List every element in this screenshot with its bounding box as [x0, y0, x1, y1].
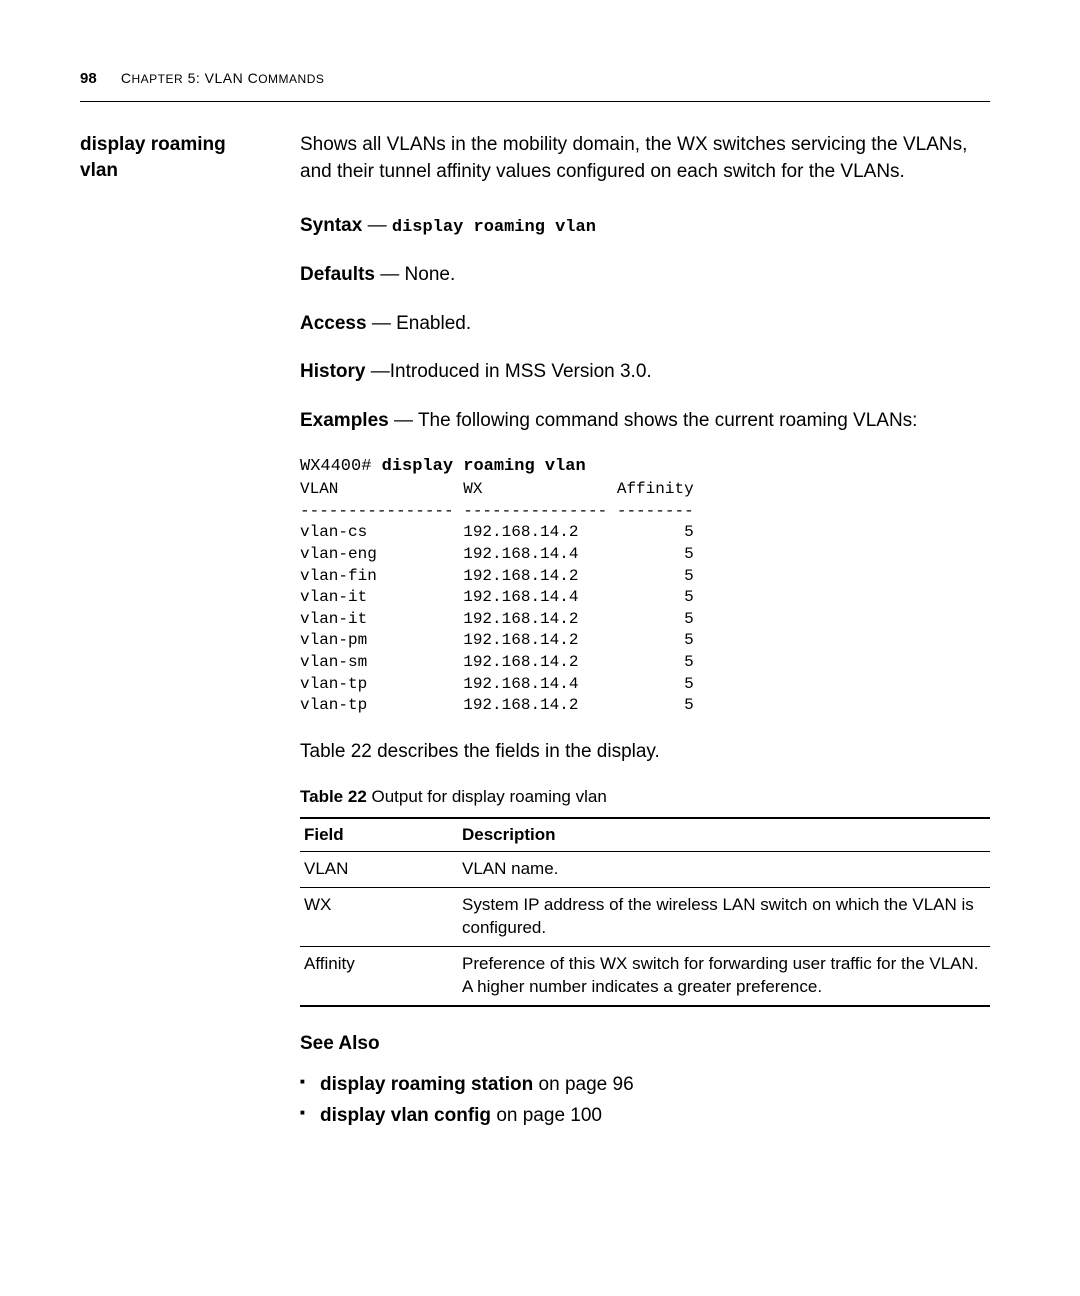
command-output: WX4400# display roaming vlan VLAN WX Aff…	[300, 456, 990, 716]
see-also-rest: on page 96	[533, 1074, 633, 1095]
access-label: Access	[300, 313, 367, 334]
examples-text: — The following command shows the curren…	[389, 410, 918, 431]
see-also-link[interactable]: display vlan config	[320, 1105, 491, 1126]
defaults-label: Defaults	[300, 264, 375, 285]
chapter-prefix: C	[121, 70, 132, 86]
table-caption: Table 22 Output for display roaming vlan	[300, 787, 990, 807]
section-title-line2: vlan	[80, 160, 118, 181]
header-divider	[80, 101, 990, 102]
intro-paragraph: Shows all VLANs in the mobility domain, …	[300, 132, 990, 185]
section-title-line1: display roaming	[80, 134, 226, 155]
defaults-line: Defaults — None.	[300, 262, 990, 289]
cmd-prompt: WX4400#	[300, 457, 382, 476]
chapter-label: CHAPTER 5: VLAN COMMANDS	[121, 70, 325, 86]
output-table: Field Description VLAN VLAN name. WX Sys…	[300, 817, 990, 1007]
table-row: VLAN VLAN name.	[300, 852, 990, 888]
table-cell-field: Affinity	[300, 947, 458, 1006]
table-cell-desc: VLAN name.	[458, 852, 990, 888]
table-cell-field: WX	[300, 888, 458, 947]
history-line: History —Introduced in MSS Version 3.0.	[300, 359, 990, 386]
history-text: —Introduced in MSS Version 3.0.	[365, 361, 651, 382]
content: display roaming vlan Shows all VLANs in …	[80, 132, 990, 1132]
see-also-item: display vlan config on page 100	[300, 1100, 990, 1131]
table-caption-rest: Output for display roaming vlan	[367, 787, 607, 806]
page-header: 98 CHAPTER 5: VLAN COMMANDS	[80, 70, 990, 87]
chapter-rest2: OMMANDS	[258, 72, 324, 86]
page: 98 CHAPTER 5: VLAN COMMANDS display roam…	[0, 0, 1080, 1192]
table-header-row: Field Description	[300, 818, 990, 852]
syntax-label: Syntax	[300, 215, 362, 236]
see-also-link[interactable]: display roaming station	[320, 1074, 533, 1095]
table-reference-text: Table 22 describes the fields in the dis…	[300, 739, 990, 766]
cmd-text: display roaming vlan	[382, 457, 586, 476]
defaults-text: — None.	[375, 264, 455, 285]
access-line: Access — Enabled.	[300, 311, 990, 338]
output-lines: VLAN WX Affinity ---------------- ------…	[300, 480, 694, 714]
table-col-field: Field	[300, 818, 458, 852]
see-also-list: display roaming station on page 96 displ…	[300, 1069, 990, 1132]
chapter-num: 5: VLAN C	[188, 70, 259, 86]
table-row: Affinity Preference of this WX switch fo…	[300, 947, 990, 1006]
see-also-item: display roaming station on page 96	[300, 1069, 990, 1100]
page-number: 98	[80, 70, 97, 87]
table-caption-bold: Table 22	[300, 787, 367, 806]
examples-label: Examples	[300, 410, 389, 431]
syntax-sep: —	[362, 215, 392, 236]
chapter-rest1: HAPTER	[131, 72, 183, 86]
see-also-rest: on page 100	[491, 1105, 602, 1126]
access-text: — Enabled.	[367, 313, 472, 334]
examples-line: Examples — The following command shows t…	[300, 408, 990, 435]
table-cell-field: VLAN	[300, 852, 458, 888]
table-col-description: Description	[458, 818, 990, 852]
table-cell-desc: System IP address of the wireless LAN sw…	[458, 888, 990, 947]
syntax-command: display roaming vlan	[392, 218, 596, 237]
right-column: Shows all VLANs in the mobility domain, …	[300, 132, 990, 1132]
table-cell-desc: Preference of this WX switch for forward…	[458, 947, 990, 1006]
table-row: WX System IP address of the wireless LAN…	[300, 888, 990, 947]
section-title: display roaming vlan	[80, 132, 290, 183]
history-label: History	[300, 361, 365, 382]
left-column: display roaming vlan	[80, 132, 300, 183]
see-also-title: See Also	[300, 1033, 990, 1055]
syntax-line: Syntax — display roaming vlan	[300, 213, 990, 240]
